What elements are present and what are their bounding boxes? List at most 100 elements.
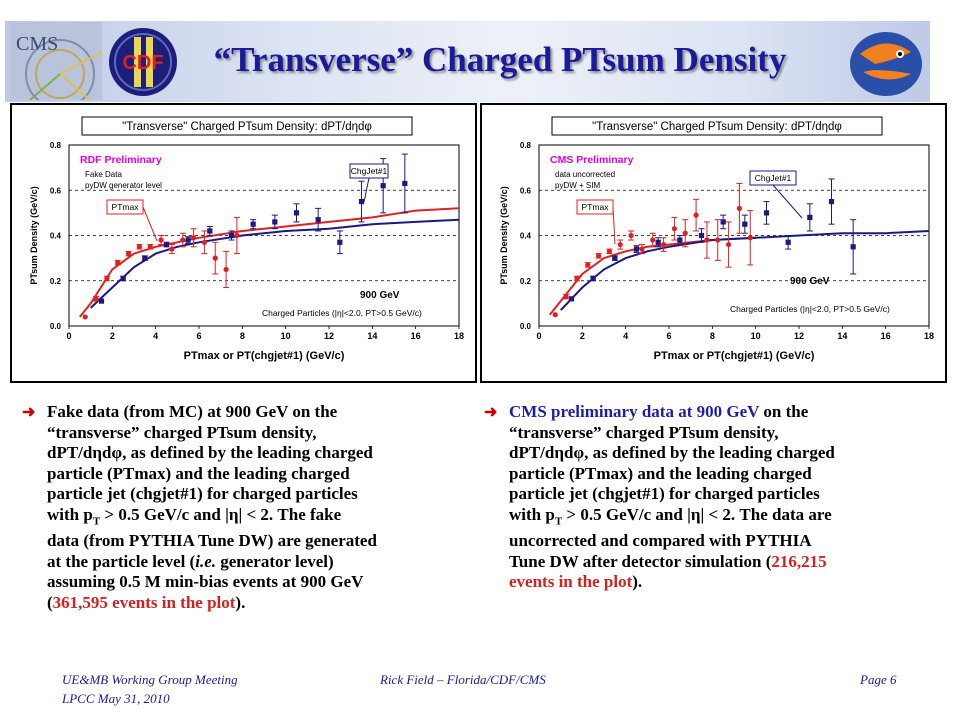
x-axis-label: PTmax or PT(chgjet#1) (GeV/c) (654, 350, 815, 362)
left-line-3: dPT/dηdφ, as defined by the leading char… (47, 443, 377, 464)
data-point (293, 210, 300, 216)
data-point (574, 275, 580, 282)
data-point (617, 241, 623, 248)
right-line-4: particle (PTmax) and the leading charged (509, 463, 812, 483)
data-point (747, 235, 753, 241)
slide-title: “Transverse” Charged PTsum Density (213, 40, 787, 79)
chgjet-label: ChgJet#1 (351, 166, 388, 176)
right-line-7: uncorrected and compared with PYTHIA (509, 531, 812, 551)
theory-curve (79, 207, 460, 318)
chart-title-box (81, 116, 413, 136)
theory-curve (90, 218, 460, 309)
data-point (715, 237, 721, 243)
energy-label: 900 GeV (360, 290, 400, 301)
x-tick-label: 4 (153, 331, 158, 341)
chart-title-box (551, 116, 883, 136)
eta-symbol: η (554, 443, 565, 462)
text: ( (47, 592, 53, 612)
data-point (223, 266, 229, 273)
data-point (228, 232, 235, 239)
chgjet-pointer (772, 184, 803, 219)
text: d (564, 443, 574, 462)
y-tick-label: 0.0 (520, 322, 532, 331)
right-line-1: CMS preliminary data at 900 GeV on the (509, 402, 835, 423)
footer-date: LPCC May 31, 2010 (62, 691, 170, 706)
text: generator level) (216, 551, 334, 571)
text: on the (759, 402, 809, 421)
data-point (337, 239, 343, 245)
text: , as defined by the leading charged (584, 443, 835, 462)
footer-page: Page 6 (860, 672, 897, 687)
cuts-label: Charged Particles (|η|<2.0, PT>0.5 GeV/c… (262, 308, 422, 318)
data-point (163, 241, 170, 248)
chart-title: "Transverse" Charged PTsum Density: dPT/… (592, 121, 842, 133)
data-point (315, 217, 321, 223)
data-point (682, 230, 688, 236)
right-line-5: particle jet (chgjet#1) for charged part… (509, 484, 820, 503)
text: Tune DW after detector simulation ( (509, 551, 772, 571)
florida-logo (845, 24, 927, 100)
right-chart-frame: "Transverse" Charged PTsum Density: dPT/… (480, 103, 947, 383)
cdf-logo-text: CDF (122, 52, 163, 74)
data-point (201, 239, 208, 245)
x-tick-label: 18 (924, 331, 934, 341)
x-tick-label: 12 (324, 331, 334, 341)
ptmax-pointer (612, 206, 616, 245)
text: ). (235, 592, 246, 612)
cuts-label: Charged Particles (|η|<2.0, PT>0.5 GeV/c… (730, 304, 890, 314)
y-tick-label: 0.8 (520, 141, 532, 150)
note-line: pyDW generator level (85, 181, 162, 190)
data-point (595, 253, 602, 259)
data-point (552, 312, 558, 318)
text: d (102, 443, 112, 462)
y-tick-label: 0.2 (520, 277, 532, 286)
event-count: 361,595 events in the plot (52, 592, 236, 612)
event-count-label: events in the plot (509, 572, 633, 592)
data-point (660, 241, 667, 248)
x-tick-label: 8 (240, 331, 245, 341)
text: ). (632, 572, 643, 592)
left-line-2: “transverse” charged PTsum density, (47, 422, 317, 442)
ptmax-pointer (142, 206, 158, 242)
data-point (169, 246, 175, 252)
y-tick-label: 0.2 (50, 277, 62, 286)
phi-symbol: φ (111, 443, 123, 462)
x-tick-label: 2 (580, 331, 585, 341)
y-tick-label: 0.6 (520, 186, 532, 195)
data-point (693, 212, 699, 218)
data-point (147, 244, 153, 250)
ptmax-label: PTmax (112, 202, 140, 212)
x-tick-label: 6 (196, 331, 201, 341)
text: at the particle level ( (47, 551, 196, 571)
left-line-5: particle jet (chgjet#1) for charged part… (47, 484, 358, 503)
subscript: T (554, 514, 563, 527)
data-point (190, 235, 197, 241)
right-line-9: events in the plot). (509, 572, 835, 593)
right-line-6: with pT > 0.5 GeV/c and |η| < 2. The dat… (509, 505, 835, 532)
data-point (704, 237, 710, 243)
data-point (563, 293, 569, 300)
data-point (358, 198, 365, 205)
note-line: Fake Data (85, 170, 122, 179)
theory-curve (559, 230, 930, 311)
left-bullet-text: Fake data (from MC) at 900 GeV on the “t… (47, 402, 377, 613)
right-line-3: dPT/dηdφ, as defined by the leading char… (509, 443, 835, 464)
text: dPT/d (509, 443, 555, 462)
data-point (736, 205, 743, 211)
x-tick-label: 16 (881, 331, 891, 341)
data-point (590, 275, 596, 282)
left-bullet: ➜ Fake data (from MC) at 900 GeV on the … (22, 402, 467, 632)
data-point (120, 275, 126, 282)
left-line-6: with pT > 0.5 GeV/c and |η| < 2. The fak… (47, 505, 377, 532)
preliminary-label: RDF Preliminary (80, 154, 162, 166)
right-bullet-text: CMS preliminary data at 900 GeV on the “… (509, 402, 835, 593)
right-line-2: “transverse” charged PTsum density, (509, 422, 779, 442)
data-point (807, 214, 813, 220)
note-line: pyDW + SIM (555, 181, 600, 190)
right-chart: "Transverse" Charged PTsum Density: dPT/… (499, 116, 934, 362)
left-line-7: data (from PYTHIA Tune DW) are generated (47, 531, 377, 551)
cms-logo: CMS (10, 22, 103, 109)
data-point (606, 248, 613, 254)
note-line: data uncorrected (555, 170, 615, 179)
data-point (380, 183, 386, 189)
